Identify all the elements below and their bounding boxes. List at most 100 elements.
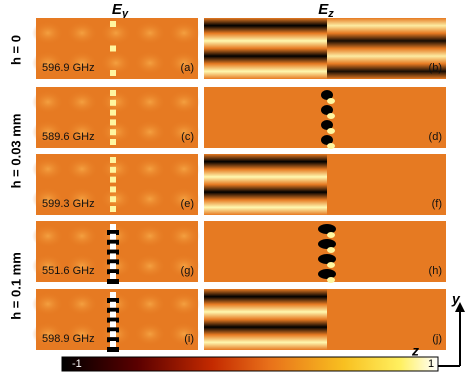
field-coldspot bbox=[107, 230, 119, 235]
field-spot bbox=[100, 51, 132, 75]
field-spot bbox=[32, 254, 64, 278]
field-coldspot bbox=[107, 347, 119, 352]
field-spot bbox=[168, 187, 200, 211]
field-hotspot bbox=[327, 128, 335, 134]
field-coldspot bbox=[107, 337, 119, 343]
field-coldspot bbox=[107, 317, 119, 323]
field-hotspot bbox=[110, 99, 116, 106]
field-coldspot bbox=[107, 279, 119, 284]
column-header: Ey bbox=[112, 1, 129, 20]
field-hotspot bbox=[327, 277, 335, 283]
field-spot bbox=[66, 51, 98, 75]
field-spot bbox=[32, 187, 64, 211]
frequency-label: 598.9 GHz bbox=[42, 333, 95, 345]
field-hotspot bbox=[110, 321, 116, 328]
field-spot bbox=[134, 254, 166, 278]
field-spot bbox=[32, 224, 64, 248]
colorbar-min: -1 bbox=[72, 358, 82, 370]
field-coldspot bbox=[318, 224, 336, 234]
field-band bbox=[204, 154, 327, 170]
field-spot bbox=[66, 322, 98, 346]
frequency-label: 551.6 GHz bbox=[42, 265, 95, 277]
field-spot bbox=[134, 51, 166, 75]
frequency-label: 589.6 GHz bbox=[42, 131, 95, 143]
field-band bbox=[327, 63, 446, 79]
arrow-head bbox=[455, 302, 465, 312]
panel-label: (d) bbox=[429, 131, 442, 143]
field-spot bbox=[32, 292, 64, 316]
field-panel: 551.6 GHz (g) bbox=[32, 221, 200, 284]
panel-label: (f) bbox=[432, 198, 442, 210]
field-spot bbox=[32, 90, 64, 114]
field-coldspot bbox=[321, 135, 333, 145]
field-spot bbox=[168, 322, 200, 346]
field-band bbox=[204, 334, 327, 350]
field-spot bbox=[168, 157, 200, 181]
field-hotspot bbox=[110, 273, 116, 279]
field-hotspot bbox=[110, 90, 116, 96]
field-band bbox=[327, 48, 446, 64]
field-panel: (j) bbox=[204, 289, 446, 350]
field-hotspot bbox=[110, 263, 116, 270]
field-band bbox=[204, 48, 327, 64]
field-hotspot bbox=[327, 232, 335, 238]
field-spot bbox=[66, 224, 98, 248]
field-spot bbox=[66, 157, 98, 181]
field-spot bbox=[168, 224, 200, 248]
field-spot bbox=[134, 21, 166, 45]
panel-label: (e) bbox=[181, 198, 194, 210]
field-coldspot bbox=[321, 90, 333, 100]
field-spot bbox=[32, 322, 64, 346]
field-hotspot bbox=[327, 113, 335, 119]
field-coldspot bbox=[107, 249, 119, 255]
field-coldspot bbox=[318, 239, 336, 249]
field-spot bbox=[66, 120, 98, 144]
field-spot bbox=[134, 157, 166, 181]
field-band bbox=[204, 304, 327, 320]
field-hotspot bbox=[327, 143, 335, 149]
field-panel: 589.6 GHz (c) bbox=[32, 87, 200, 148]
field-hotspot bbox=[110, 109, 116, 116]
field-panel: (b) bbox=[204, 18, 446, 79]
field-hotspot bbox=[327, 247, 335, 253]
field-hotspot bbox=[110, 176, 116, 183]
field-spot bbox=[32, 51, 64, 75]
field-band bbox=[204, 289, 327, 305]
field-hotspot bbox=[110, 301, 116, 308]
panel-label: (g) bbox=[181, 265, 194, 277]
field-coldspot bbox=[318, 254, 336, 264]
field-hotspot bbox=[110, 253, 116, 260]
colorbar-max: 1 bbox=[428, 358, 434, 370]
field-spot bbox=[168, 51, 200, 75]
field-band bbox=[204, 18, 327, 34]
field-panel: (f) bbox=[204, 154, 446, 215]
field-hotspot bbox=[110, 186, 116, 193]
panel-label: (j) bbox=[432, 333, 442, 345]
field-hotspot bbox=[110, 119, 116, 126]
field-panel: (h) bbox=[204, 221, 446, 283]
field-spot bbox=[32, 21, 64, 45]
field-spot bbox=[168, 254, 200, 278]
colorbar bbox=[61, 356, 439, 372]
field-band bbox=[327, 33, 446, 49]
field-coldspot bbox=[321, 120, 333, 130]
field-hotspot bbox=[110, 341, 116, 347]
field-spot bbox=[134, 292, 166, 316]
frequency-label: 596.9 GHz bbox=[42, 62, 95, 74]
field-band bbox=[204, 169, 327, 185]
field-band bbox=[204, 63, 327, 79]
field-hotspot bbox=[110, 243, 116, 250]
panel-label: (a) bbox=[181, 62, 194, 74]
field-spot bbox=[100, 21, 132, 45]
field-spot bbox=[32, 157, 64, 181]
field-band bbox=[204, 184, 327, 200]
field-panel: 598.9 GHz (i) bbox=[32, 289, 200, 352]
field-hotspot bbox=[110, 224, 116, 230]
field-hotspot bbox=[110, 157, 116, 163]
field-hotspot bbox=[110, 331, 116, 338]
panel-label: (i) bbox=[184, 333, 194, 345]
frequency-label: 599.3 GHz bbox=[42, 198, 95, 210]
field-spot bbox=[168, 120, 200, 144]
column-header: Ez bbox=[318, 1, 334, 20]
